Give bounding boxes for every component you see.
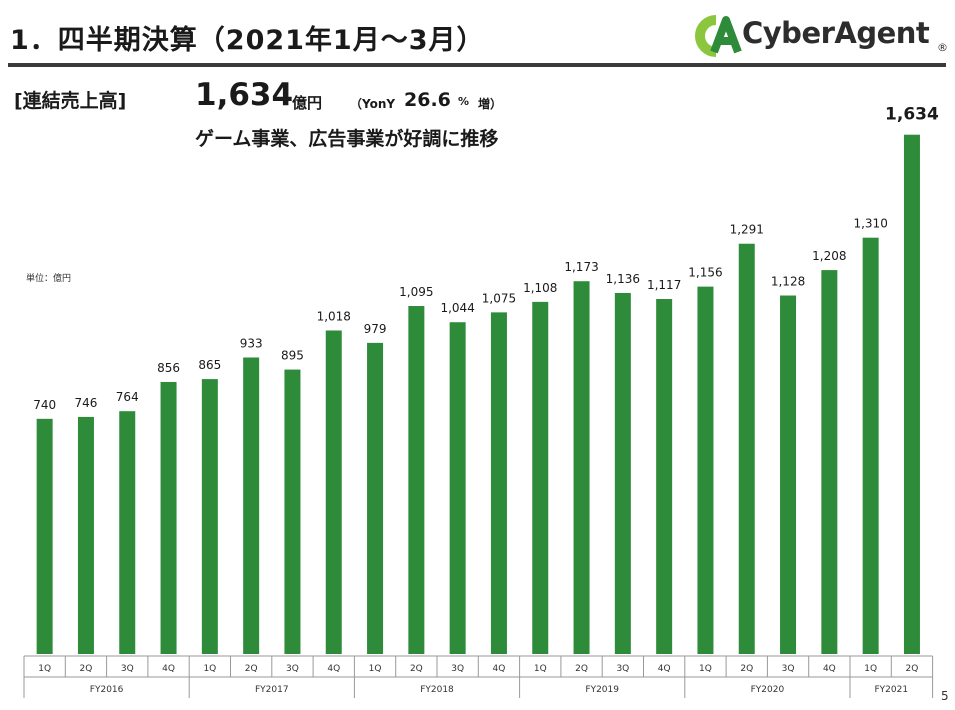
bar [325, 330, 342, 654]
bar [284, 369, 301, 654]
fiscal-year-label: FY2016 [90, 685, 124, 695]
bar [449, 322, 466, 654]
quarter-tick-label: 2Q [575, 664, 588, 674]
bar-value-label: 764 [116, 390, 139, 404]
bar-value-label: 1,634 [885, 105, 939, 125]
quarter-tick-label: 4Q [327, 664, 340, 674]
bar-value-label: 1,156 [688, 266, 722, 280]
bar [738, 243, 755, 654]
bar [490, 312, 507, 654]
bar-value-label: 933 [240, 336, 263, 350]
bar [77, 416, 94, 654]
fiscal-year-label: FY2021 [875, 685, 909, 695]
quarter-tick-label: 1Q [534, 664, 547, 674]
bar [821, 270, 838, 654]
quarter-tick-label: 4Q [493, 664, 506, 674]
bar [573, 281, 590, 654]
quarter-tick-label: 1Q [699, 664, 712, 674]
bar-value-label: 1,018 [317, 309, 351, 323]
quarter-tick-label: 4Q [823, 664, 836, 674]
section-label: [連結売上高] [14, 90, 127, 112]
quarter-tick-label: 3Q [782, 664, 795, 674]
bar-value-label: 895 [281, 349, 304, 363]
bar [119, 411, 136, 654]
logo-registered-mark: ® [937, 41, 948, 54]
bar [656, 299, 673, 654]
quarter-tick-label: 3Q [286, 664, 299, 674]
quarter-tick-label: 3Q [616, 664, 629, 674]
quarter-tick-label: 2Q [80, 664, 93, 674]
bar [697, 286, 714, 654]
quarter-tick-label: 3Q [451, 664, 464, 674]
bar [862, 237, 879, 654]
unit-note: 単位：億円 [26, 274, 72, 284]
bar-value-label: 865 [198, 358, 221, 372]
revenue-unit: 億円 [292, 94, 323, 112]
yony-value: 26.6 [404, 89, 451, 111]
quarter-tick-label: 4Q [658, 664, 671, 674]
quarter-tick-label: 1Q [369, 664, 382, 674]
quarter-tick-label: 2Q [410, 664, 423, 674]
cyberagent-logo-icon [695, 15, 742, 57]
bar-value-label: 1,095 [399, 285, 433, 299]
page-number: 5 [941, 689, 949, 703]
fiscal-year-label: FY2018 [420, 685, 454, 695]
quarter-tick-label: 1Q [203, 664, 216, 674]
yony-percent-sign: % [458, 95, 470, 108]
bar [367, 342, 384, 654]
bar [532, 301, 549, 654]
quarter-tick-label: 1Q [38, 664, 51, 674]
bar-value-label: 1,291 [730, 223, 764, 237]
yony-suffix: 増） [478, 97, 503, 111]
bar [243, 357, 260, 654]
yony-label: （YonY [350, 97, 396, 111]
bar-value-label: 1,044 [440, 301, 474, 315]
quarter-tick-label: 4Q [162, 664, 175, 674]
bar-value-label: 1,136 [606, 272, 640, 286]
bar-value-label: 746 [74, 396, 97, 410]
bar-value-label: 740 [33, 398, 56, 412]
bar-value-label: 1,310 [853, 217, 887, 231]
bar-value-label: 1,117 [647, 278, 681, 292]
bar [614, 292, 631, 654]
revenue-value: 1,634 [195, 77, 294, 113]
page-title: 1．四半期決算（2021年1月〜3月） [10, 25, 485, 56]
quarter-tick-label: 2Q [245, 664, 258, 674]
summary-description: ゲーム事業、広告事業が好調に推移 [195, 128, 499, 150]
bar [36, 418, 53, 654]
quarter-tick-label: 3Q [121, 664, 134, 674]
bar [780, 295, 797, 654]
bar-value-label: 1,128 [771, 275, 805, 289]
quarter-tick-label: 2Q [906, 664, 919, 674]
bar [903, 134, 920, 655]
logo-wordmark: CyberAgent [742, 16, 930, 50]
bar [201, 379, 218, 654]
quarter-tick-label: 2Q [740, 664, 753, 674]
bar-value-label: 856 [157, 361, 180, 375]
bar-value-label: 979 [364, 322, 387, 336]
bar-value-label: 1,108 [523, 281, 557, 295]
fiscal-year-label: FY2020 [751, 685, 785, 695]
bar-value-label: 1,075 [482, 291, 516, 305]
bar-value-label: 1,208 [812, 249, 846, 263]
bar-value-label: 1,173 [564, 260, 598, 274]
fiscal-year-label: FY2019 [585, 685, 619, 695]
bar [408, 306, 425, 654]
quarter-tick-label: 1Q [864, 664, 877, 674]
fiscal-year-label: FY2017 [255, 685, 289, 695]
title-underline [8, 63, 946, 67]
bar [160, 381, 177, 654]
